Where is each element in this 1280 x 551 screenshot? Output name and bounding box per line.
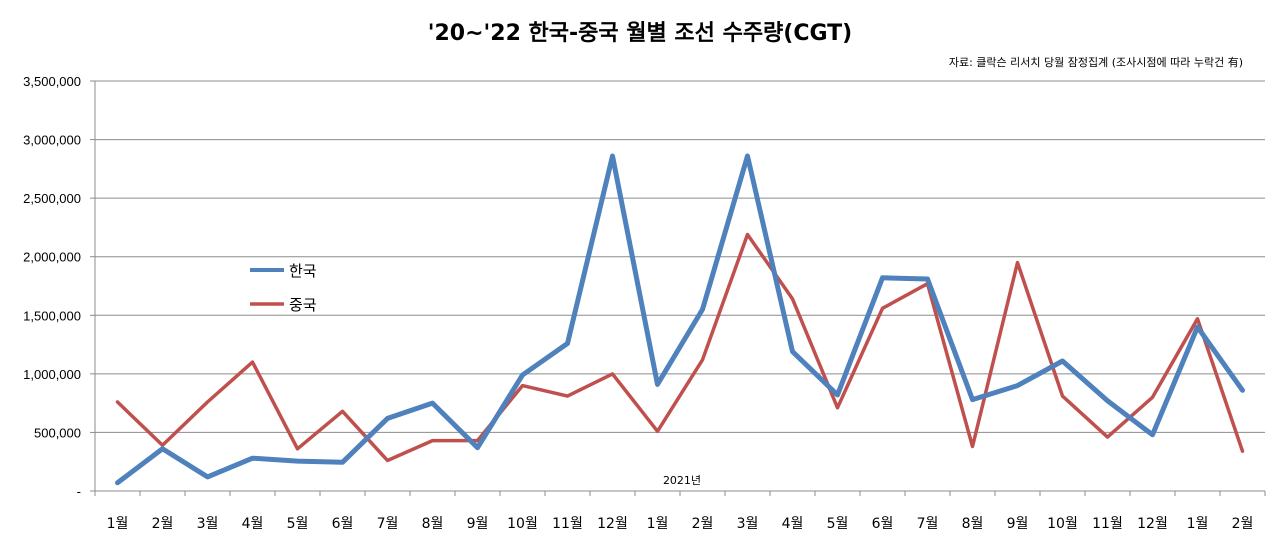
x-tick-label: 5월 (287, 516, 309, 532)
x-tick-label: 9월 (467, 516, 489, 532)
y-tick-label: - (77, 484, 81, 499)
x-tick-label: 5월 (827, 516, 849, 532)
chart-title: '20~'22 한국-중국 월별 조선 수주량(CGT) (428, 21, 852, 46)
x-tick-label: 2월 (1232, 516, 1254, 532)
x-tick-label: 3월 (197, 516, 219, 532)
x-tick-label: 2월 (152, 516, 174, 532)
source-note: 자료: 클락슨 리서치 당월 잠정집계 (조사시점에 따라 누락건 有) (949, 55, 1243, 69)
x-tick-label: 12월 (1137, 516, 1168, 532)
x-tick-label: 1월 (647, 516, 669, 532)
y-tick-label: 500,000 (34, 425, 81, 440)
x-tick-label: 7월 (377, 516, 399, 532)
y-axis-ticks: - 500,000 1,000,000 1,500,000 2,000,000 2,500… (23, 74, 81, 499)
x-tick-label: 7월 (917, 516, 939, 532)
series-lines (115, 153, 1245, 486)
year-annotation: 2021년 (663, 474, 701, 487)
x-tick-label: 1월 (107, 516, 129, 532)
series-line-korea (115, 153, 1245, 486)
x-axis-ticks: 1월 2월 3월 4월 5월 6월 7월 8월 9월 10월 11월 12월 1월 2월 3월 4월 5월 6월 7… (94, 491, 1266, 532)
y-tick-label: 1,500,000 (23, 308, 81, 323)
x-tick-label: 1월 (1187, 516, 1209, 532)
x-tick-label: 11월 (1092, 516, 1123, 532)
x-tick-label: 8월 (962, 516, 984, 532)
x-tick-label: 10월 (507, 516, 538, 532)
x-tick-label: 12월 (597, 516, 628, 532)
x-tick-label: 10월 (1047, 516, 1078, 532)
legend-label: 한국 (289, 262, 317, 280)
x-tick-label: 9월 (1007, 516, 1029, 532)
x-tick-label: 4월 (242, 516, 264, 532)
y-tick-label: 2,500,000 (23, 191, 81, 206)
x-tick-label: 11월 (552, 516, 583, 532)
series-line-china (115, 232, 1245, 463)
x-tick-label: 2월 (692, 516, 714, 532)
x-tick-label: 3월 (737, 516, 759, 532)
y-tick-label: 1,000,000 (23, 367, 81, 382)
gridlines (90, 80, 1265, 492)
x-tick-label: 4월 (782, 516, 804, 532)
x-tick-label: 6월 (332, 516, 354, 532)
y-tick-label: 3,500,000 (23, 74, 81, 89)
x-tick-label: 6월 (872, 516, 894, 532)
y-tick-label: 3,000,000 (23, 133, 81, 148)
y-tick-label: 2,000,000 (23, 250, 81, 265)
x-tick-label: 8월 (422, 516, 444, 532)
legend-label: 중국 (289, 296, 317, 314)
